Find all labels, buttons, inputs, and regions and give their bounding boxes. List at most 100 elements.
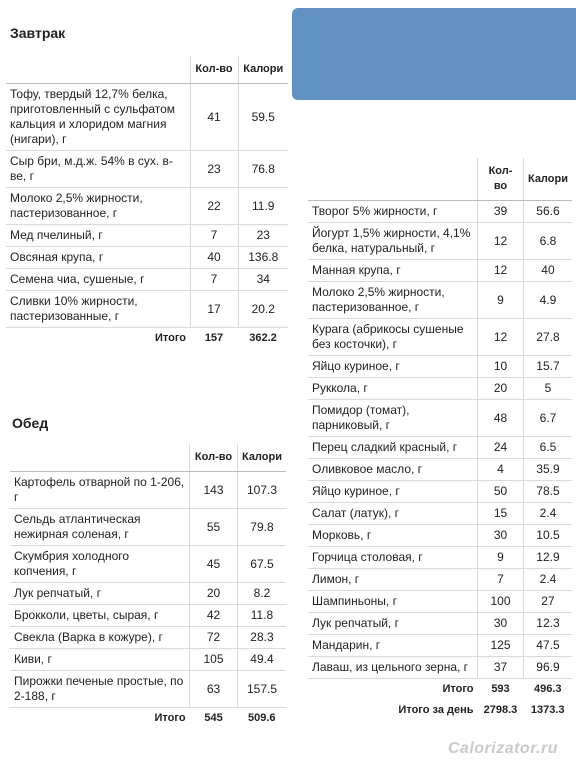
total-label: Итого <box>154 712 186 724</box>
food-calories: 157.5 <box>236 670 286 708</box>
food-name: Овсяная крупа, г <box>6 246 190 269</box>
food-name: Брокколи, цветы, сырая, г <box>10 604 190 627</box>
table-header-row: Кол-во Калори <box>308 158 572 201</box>
food-qty: 20 <box>477 377 524 400</box>
food-calories: 27.8 <box>522 318 572 356</box>
table-row: Лук репчатый, г 30 12.3 <box>308 612 572 635</box>
column-header-cal: Калори <box>522 158 572 201</box>
total-calories: 362.2 <box>249 332 277 344</box>
food-name: Сыр бри, м.д.ж. 54% в сух. в-ве, г <box>6 150 190 188</box>
food-qty: 105 <box>189 648 238 671</box>
food-calories: 6.7 <box>522 399 572 437</box>
food-name: Морковь, г <box>308 524 478 547</box>
food-qty: 10 <box>477 355 524 378</box>
table-row: Молоко 2,5% жирности, пастеризованное, г… <box>308 281 572 319</box>
table-row: Курага (абрикосы сушеные без косточки), … <box>308 318 572 356</box>
table-row: Салат (латук), г 15 2.4 <box>308 502 572 525</box>
table-row: Семена чиа, сушеные, г 7 34 <box>6 268 288 291</box>
day-total-row: Итого за день 2798.3 1373.3 <box>308 700 572 721</box>
food-name: Сливки 10% жирности, пастеризованные, г <box>6 290 190 328</box>
food-calories: 12.3 <box>522 612 572 635</box>
food-qty: 12 <box>477 222 524 260</box>
total-calories: 1373.3 <box>530 704 565 716</box>
food-qty: 30 <box>477 612 524 635</box>
total-row: Итого 593 496.3 <box>308 679 572 701</box>
food-calories: 27 <box>522 590 572 613</box>
food-qty: 50 <box>477 480 524 503</box>
food-name: Перец сладкий красный, г <box>308 436 478 459</box>
food-calories: 5 <box>522 377 572 400</box>
table-header-row: Кол-во Калори <box>10 444 286 472</box>
table-row: Шампиньоны, г 100 27 <box>308 590 572 613</box>
food-calories: 11.9 <box>237 187 288 225</box>
table-row: Морковь, г 30 10.5 <box>308 524 572 547</box>
column-header-qty: Кол-во <box>189 56 238 84</box>
food-calories: 4.9 <box>522 281 572 319</box>
food-name: Лук репчатый, г <box>308 612 478 635</box>
total-calories: 509.6 <box>247 712 276 724</box>
food-calories: 78.5 <box>522 480 572 503</box>
food-qty: 63 <box>189 670 238 708</box>
food-qty: 23 <box>189 150 238 188</box>
table-row: Руккола, г 20 5 <box>308 377 572 400</box>
food-calories: 6.5 <box>522 436 572 459</box>
table-row: Яйцо куриное, г 10 15.7 <box>308 355 572 378</box>
table-row: Тофу, твердый 12,7% белка, приготовленны… <box>6 83 288 151</box>
food-qty: 48 <box>477 399 524 437</box>
table-row: Скумбрия холодного копчения, г 45 67.5 <box>10 545 286 583</box>
table-row: Помидор (томат), парниковый, г 48 6.7 <box>308 399 572 437</box>
table-row: Сыр бри, м.д.ж. 54% в сух. в-ве, г 23 76.8 <box>6 150 288 188</box>
food-calories: 12.9 <box>522 546 572 569</box>
food-qty: 7 <box>189 268 238 291</box>
food-calories: 15.7 <box>522 355 572 378</box>
table-row: Молоко 2,5% жирности, пастеризованное, г… <box>6 187 288 225</box>
column-header-name <box>6 56 190 84</box>
column-header-qty: Кол-во <box>189 444 238 472</box>
table-row: Перец сладкий красный, г 24 6.5 <box>308 436 572 459</box>
food-name: Сельдь атлантическая нежирная соленая, г <box>10 508 190 546</box>
food-calories: 10.5 <box>522 524 572 547</box>
total-row: Итого 157 362.2 <box>6 328 288 350</box>
table-row: Брокколи, цветы, сырая, г 42 11.8 <box>10 604 286 627</box>
food-calories: 76.8 <box>237 150 288 188</box>
table-row: Горчица столовая, г 9 12.9 <box>308 546 572 569</box>
food-qty: 17 <box>189 290 238 328</box>
column-header-name <box>10 444 190 472</box>
food-qty: 42 <box>189 604 238 627</box>
food-calories: 34 <box>237 268 288 291</box>
table-row: Лук репчатый, г 20 8.2 <box>10 582 286 605</box>
food-calories: 107.3 <box>236 471 286 509</box>
food-qty: 20 <box>189 582 238 605</box>
food-qty: 4 <box>477 458 524 481</box>
table-row: Картофель отварной по 1-206, г 143 107.3 <box>10 471 286 509</box>
food-qty: 37 <box>477 656 524 679</box>
watermark-text: Calorizator.ru <box>447 740 558 757</box>
food-name: Яйцо куриное, г <box>308 355 478 378</box>
food-name: Семена чиа, сушеные, г <box>6 268 190 291</box>
food-qty: 30 <box>477 524 524 547</box>
food-name: Скумбрия холодного копчения, г <box>10 545 190 583</box>
column-header-cal: Калори <box>236 444 286 472</box>
food-name: Пирожки печеные простые, по 2-188, г <box>10 670 190 708</box>
food-calories: 79.8 <box>236 508 286 546</box>
food-name: Свекла (Варка в кожуре), г <box>10 626 190 649</box>
total-qty: 545 <box>204 712 223 724</box>
food-qty: 72 <box>189 626 238 649</box>
food-name: Руккола, г <box>308 377 478 400</box>
food-qty: 22 <box>189 187 238 225</box>
food-calories: 47.5 <box>522 634 572 657</box>
total-qty: 2798.3 <box>483 704 518 716</box>
blue-banner <box>292 8 576 100</box>
breakfast-table: Кол-во Калори Тофу, твердый 12,7% белка, п… <box>6 56 288 349</box>
table-row: Киви, г 105 49.4 <box>10 648 286 671</box>
food-qty: 15 <box>477 502 524 525</box>
food-qty: 9 <box>477 281 524 319</box>
food-name: Лук репчатый, г <box>10 582 190 605</box>
total-label: Итого <box>154 332 186 344</box>
food-qty: 143 <box>189 471 238 509</box>
table-row: Оливковое масло, г 4 35.9 <box>308 458 572 481</box>
food-calories: 136.8 <box>237 246 288 269</box>
food-qty: 39 <box>477 200 524 223</box>
food-name: Лаваш, из цельного зерна, г <box>308 656 478 679</box>
table-row: Пирожки печеные простые, по 2-188, г 63 15… <box>10 670 286 708</box>
